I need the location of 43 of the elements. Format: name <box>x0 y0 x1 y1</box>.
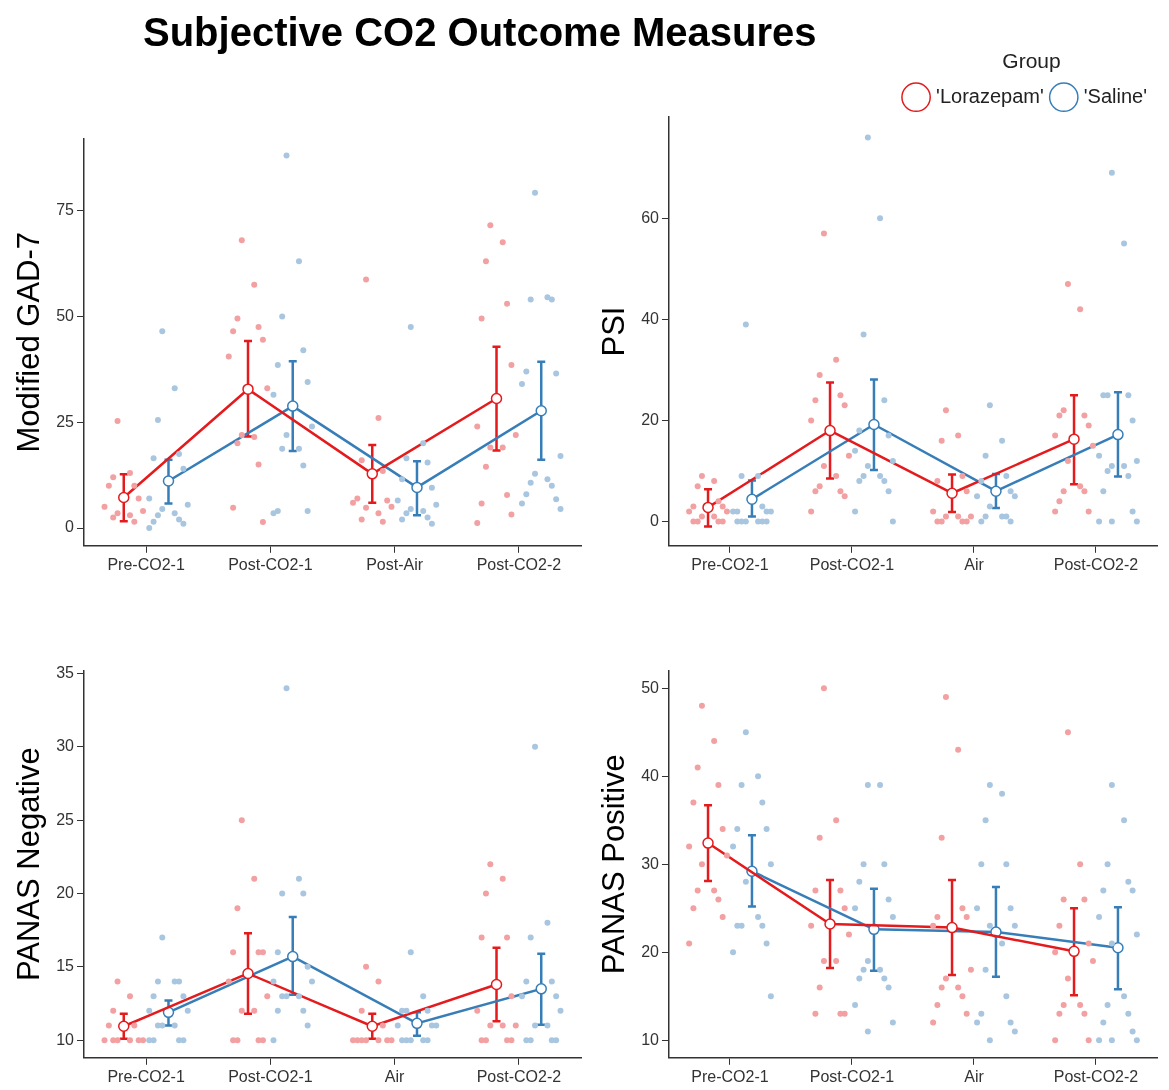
y-tick-label: 40 <box>641 309 660 327</box>
legend-label: 'Lorazepam' <box>936 84 1044 107</box>
x-tick-label: Post-CO2-2 <box>1053 555 1139 573</box>
x-tick-label: Post-Air <box>366 555 424 573</box>
x-tick-label: Air <box>964 1067 985 1085</box>
x-tick-label: Pre-CO2-1 <box>691 1067 769 1085</box>
x-tick-label: Post-CO2-1 <box>228 1067 313 1085</box>
x-tick-label: Pre-CO2-1 <box>107 1067 185 1085</box>
x-tick-label: Post-CO2-2 <box>1053 1067 1139 1085</box>
chart-title: Subjective CO2 Outcome Measures <box>143 10 817 55</box>
y-tick-label: 10 <box>56 1030 75 1048</box>
legend-label: 'Saline' <box>1083 84 1147 107</box>
y-tick-label: 30 <box>56 737 75 755</box>
y-tick-label: 15 <box>56 957 75 975</box>
x-tick-label: Air <box>384 1067 406 1085</box>
y-tick-label: 0 <box>65 518 75 536</box>
x-tick-label: Post-CO2-1 <box>809 1067 895 1085</box>
x-tick-label: Post-CO2-2 <box>476 555 562 573</box>
y-tick-label: 0 <box>650 511 660 529</box>
x-tick-label: Post-CO2-1 <box>809 555 895 573</box>
y-tick-label: 50 <box>641 678 660 696</box>
y-tick-label: 25 <box>56 810 75 828</box>
y-axis-title: PANAS Positive <box>596 754 632 975</box>
y-tick-label: 35 <box>56 663 75 681</box>
x-tick-label: Post-CO2-1 <box>228 555 313 573</box>
y-tick-label: 40 <box>641 766 660 784</box>
y-axis-title: PSI <box>596 306 632 357</box>
y-axis-title: PANAS Negative <box>11 747 47 982</box>
y-tick-label: 75 <box>56 200 75 218</box>
x-tick-label: Post-CO2-2 <box>476 1067 562 1085</box>
y-tick-label: 25 <box>56 412 75 430</box>
y-tick-label: 10 <box>641 1030 660 1048</box>
legend-title: Group <box>1002 49 1061 73</box>
y-axis-title: Modified GAD-7 <box>11 231 47 453</box>
y-tick-label: 60 <box>641 208 660 226</box>
x-tick-label: Pre-CO2-1 <box>691 555 769 573</box>
y-tick-label: 20 <box>641 410 660 428</box>
y-tick-label: 50 <box>56 306 75 324</box>
y-tick-label: 20 <box>56 883 75 901</box>
x-tick-label: Air <box>964 555 985 573</box>
y-tick-label: 20 <box>641 942 660 960</box>
y-tick-label: 30 <box>641 854 660 872</box>
x-tick-label: Pre-CO2-1 <box>107 555 185 573</box>
